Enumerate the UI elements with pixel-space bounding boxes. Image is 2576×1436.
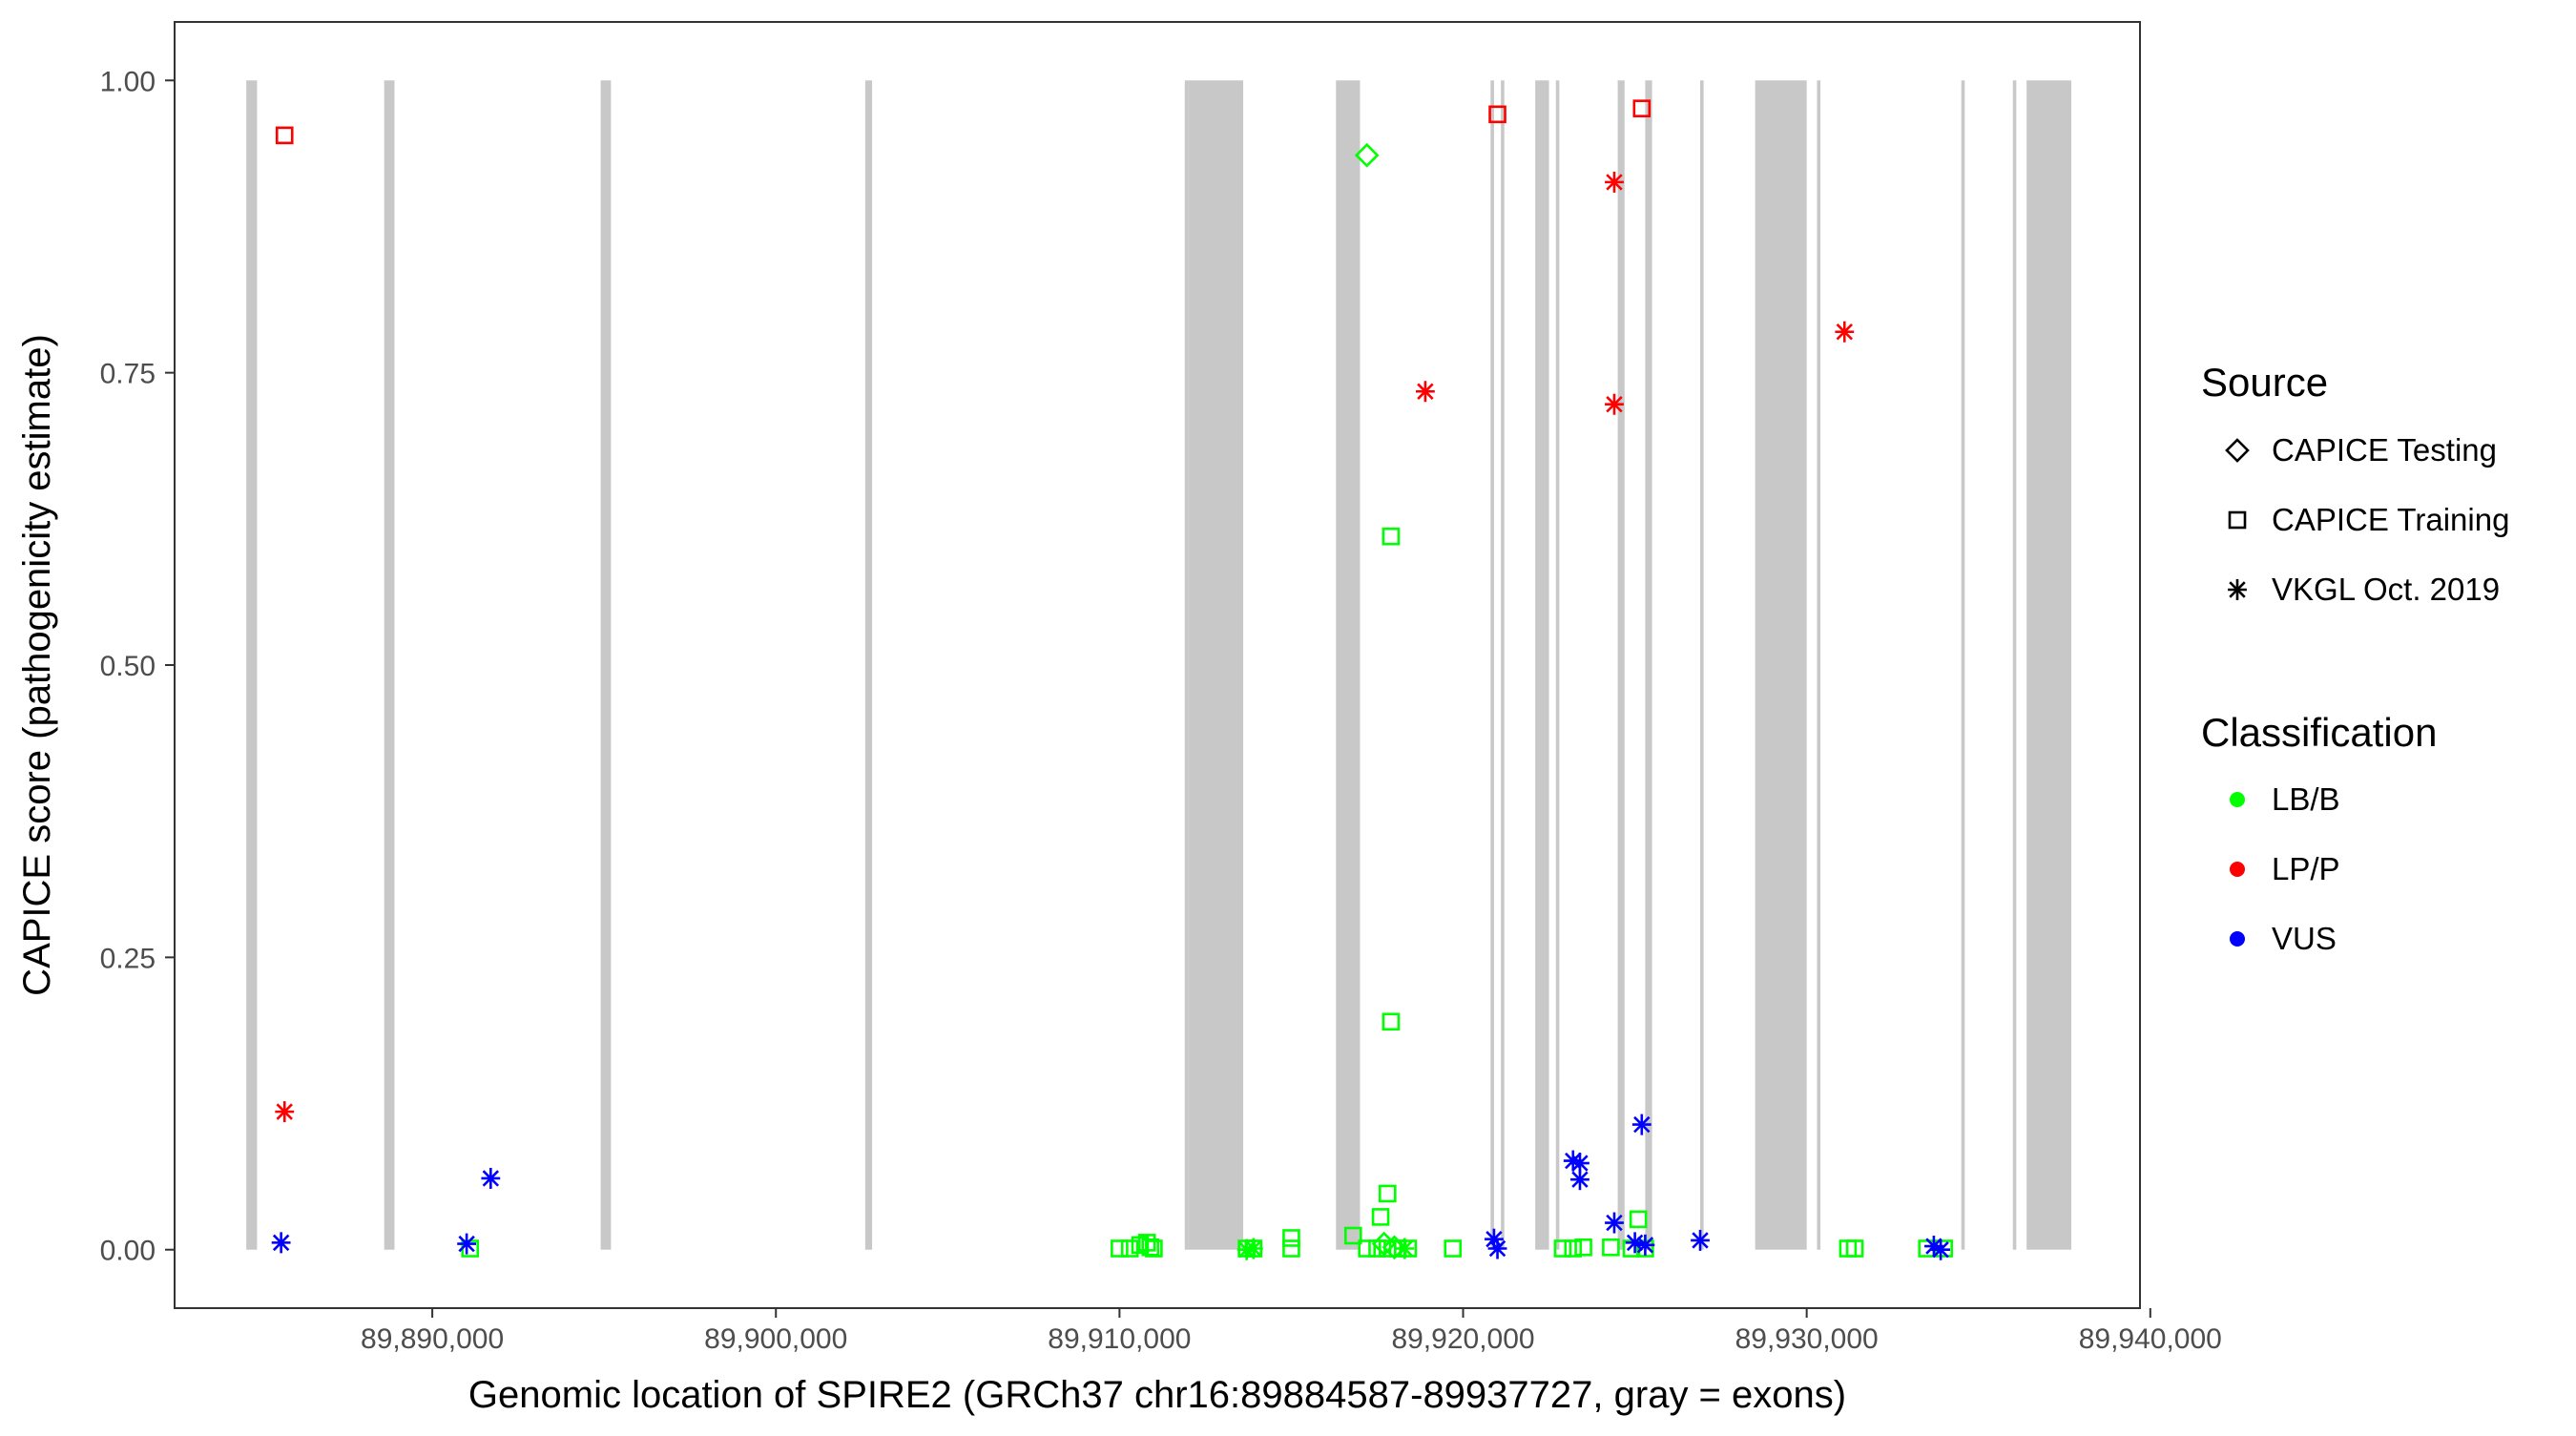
point-square-lbb [1602,1238,1620,1257]
point-square-lbb [1381,527,1401,546]
point-square-lbb [1343,1226,1362,1245]
point-square-lbb [1845,1239,1864,1258]
legend-label: VKGL Oct. 2019 [2272,572,2500,607]
point-square-lbb [1381,1012,1401,1031]
point-asterisk-vus [1691,1229,1710,1251]
y-tick-label: 1.00 [100,66,156,97]
exon-band-9 [1501,80,1505,1250]
axes: 89,890,000 89,900,000 89,910,000 89,920,000… [100,66,2222,1355]
legend-key-color [2230,792,2245,807]
exon-band-11 [1555,80,1560,1250]
point-asterisk-lpp [1605,171,1624,193]
point-asterisk-vus [1487,1238,1507,1259]
legend-key-asterisk [2228,579,2247,600]
legend-key-color [2230,931,2245,947]
point-asterisk-lpp [1416,381,1435,403]
legend-key-diamond [2225,438,2250,463]
point-asterisk-lpp [1605,393,1624,415]
legend-label: LB/B [2272,781,2340,817]
exon-band-12 [1617,80,1625,1250]
y-axis-label: CAPICE score (pathogenicity estimate) [16,334,58,996]
point-asterisk-vus [481,1167,501,1189]
point-square-lbb [1629,1210,1648,1229]
point-asterisk-lbb [1395,1238,1415,1259]
point-asterisk-vus [1605,1212,1624,1234]
legend-key-square [2228,510,2247,530]
x-tick-label: 89,930,000 [1735,1323,1879,1355]
x-tick-label: 89,910,000 [1048,1323,1191,1355]
exon-band-17 [1961,80,1965,1250]
point-square-lbb [1371,1208,1390,1226]
y-tick-label: 0.75 [100,359,156,390]
x-tick-label: 89,940,000 [2079,1323,2222,1355]
point-asterisk-vus [1931,1238,1951,1260]
point-square-lbb [1378,1239,1397,1258]
exon-band-15 [1755,80,1807,1250]
legend-label: CAPICE Training [2272,502,2509,537]
point-square-lpp [275,126,294,145]
point-square-lbb [1444,1239,1463,1258]
x-tick-label: 89,920,000 [1391,1323,1534,1355]
point-asterisk-lbb [1243,1238,1263,1259]
legend-label: VUS [2272,921,2337,956]
point-square-lbb [1120,1239,1139,1258]
exon-band-2 [384,80,395,1250]
point-asterisk-vus [1635,1234,1655,1256]
legend-title-classification: Classification [2201,710,2437,755]
point-square-lbb [1358,1239,1376,1258]
point-asterisk-vus [1631,1113,1652,1135]
data-points [271,99,1954,1260]
exon-band-5 [1184,80,1189,1250]
exon-band-13 [1645,80,1652,1250]
x-tick-label: 89,900,000 [704,1323,847,1355]
legend-key-color [2230,862,2245,877]
legend-title-source: Source [2201,360,2328,405]
plot-panel-border [174,21,2141,1309]
x-tick-label: 89,890,000 [361,1323,504,1355]
y-tick-label: 0.25 [100,943,156,974]
point-asterisk-vus [457,1233,477,1255]
point-asterisk-lpp [275,1101,295,1123]
point-square-lpp [1488,105,1506,124]
legend-label: CAPICE Testing [2272,432,2497,468]
legend: Source CAPICE Testing CAPICE Training VKGL … [2201,360,2509,956]
point-square-lbb [1111,1239,1129,1258]
point-asterisk-lpp [1835,321,1855,343]
exon-band-7 [1336,80,1361,1250]
x-axis-label: Genomic location of SPIRE2 (GRCh37 chr16… [468,1374,1846,1416]
exon-band-3 [600,80,612,1250]
exon-band-6 [1188,80,1244,1250]
point-square-lbb [1378,1184,1397,1203]
exon-band-16 [1817,80,1821,1250]
point-diamond-lbb [1354,142,1380,168]
point-square-lpp [1632,99,1652,117]
exon-band-1 [246,80,258,1250]
exon-band-18 [2012,80,2017,1250]
point-square-lbb [1553,1239,1572,1258]
point-square-lbb [1282,1239,1300,1258]
exon-bands [246,80,2071,1250]
point-square-lbb [1282,1229,1300,1247]
exon-band-10 [1535,80,1549,1250]
y-tick-label: 0.50 [100,651,156,682]
point-square-lbb [1368,1239,1386,1258]
point-asterisk-vus [271,1232,291,1254]
exon-band-4 [864,80,873,1250]
point-square-lbb [1564,1239,1583,1258]
legend-label: LP/P [2272,851,2340,886]
point-square-lbb [1574,1238,1592,1257]
point-square-lbb [1145,1239,1163,1258]
exon-band-14 [1700,80,1704,1250]
y-tick-label: 0.00 [100,1236,156,1267]
exon-band-19 [2026,80,2071,1250]
point-asterisk-vus [1570,1169,1589,1191]
exon-band-8 [1490,80,1494,1250]
